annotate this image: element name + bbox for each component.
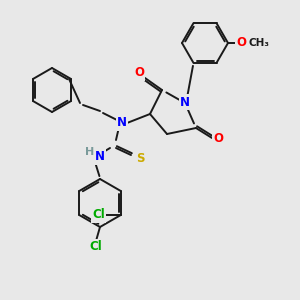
Text: CH₃: CH₃ [248, 38, 269, 48]
Text: N: N [180, 95, 190, 109]
Text: O: O [213, 131, 223, 145]
Text: N: N [117, 116, 127, 130]
Text: S: S [136, 152, 144, 164]
Text: H: H [85, 147, 94, 157]
Text: N: N [95, 151, 105, 164]
Text: Cl: Cl [92, 208, 105, 221]
Text: O: O [134, 67, 144, 80]
Text: Cl: Cl [90, 241, 102, 254]
Text: O: O [236, 35, 246, 49]
